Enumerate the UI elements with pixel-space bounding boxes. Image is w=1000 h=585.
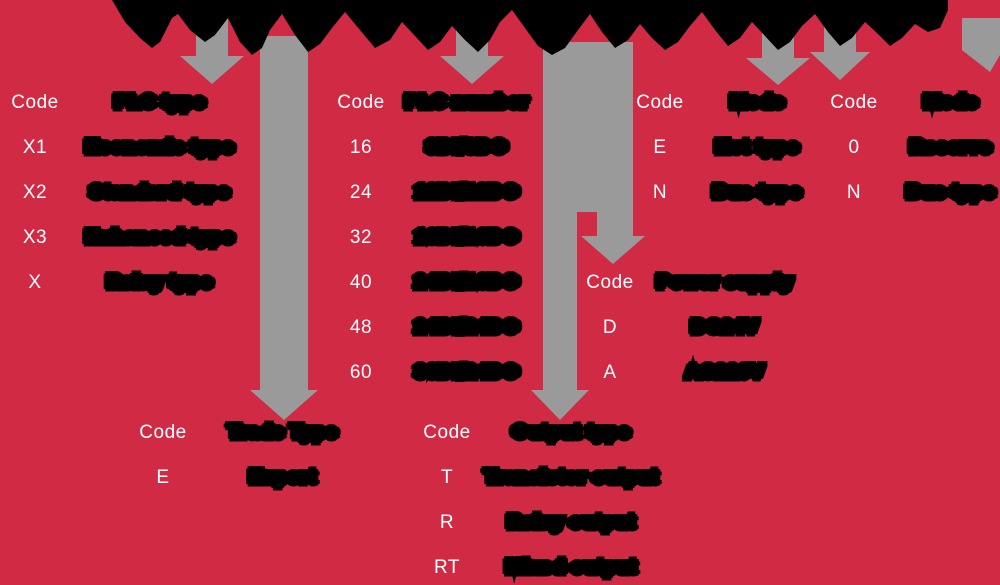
desc-blob: Standard type (87, 178, 233, 206)
arrow-to-output-type-table (531, 42, 645, 420)
desc-blob: Economic type (82, 133, 236, 161)
desc-blob: Transistor output (481, 463, 660, 491)
code-cell: R (439, 511, 455, 533)
code-cell: 60 (349, 361, 373, 383)
desc-blob: Net type (713, 133, 802, 161)
code-cell: N (846, 181, 862, 203)
desc-blob: AC220V (683, 358, 767, 386)
desc-blob: Reserve (907, 133, 994, 161)
table-trade-type: Code Trade Type E Export (128, 410, 368, 500)
table-power-supply: Code Power supply D DC24V A AC220V (575, 260, 805, 395)
column-header-desc-blob: Output type (509, 418, 633, 446)
column-header-code: Code (423, 421, 471, 443)
table-plc-type: Code PLC type X1 Economic type X2 Standa… (0, 80, 250, 305)
column-header-code: Code (830, 91, 878, 113)
code-cell: 0 (848, 136, 860, 158)
column-header-desc-blob: PLC type (111, 88, 207, 116)
code-cell: 40 (349, 271, 373, 293)
code-cell: A (603, 361, 617, 383)
code-cell: D (602, 316, 618, 338)
column-header-code: Code (11, 91, 59, 113)
arrow-right-edge (962, 18, 1000, 72)
desc-blob: 16DI/16DO (411, 223, 521, 251)
arrow-to-trade-type-table (250, 36, 318, 420)
desc-blob: Bus type (903, 178, 997, 206)
column-header-desc-blob: Mode (921, 88, 981, 116)
code-cell: 24 (349, 181, 373, 203)
column-header-desc-blob: Trade Type (225, 418, 340, 446)
desc-blob: Relay type (104, 268, 215, 296)
column-header-code: Code (139, 421, 187, 443)
code-cell: E (156, 466, 170, 488)
column-header-desc-blob: Mode (727, 88, 787, 116)
code-cell: X3 (22, 226, 48, 248)
desc-blob: Enhanced type (82, 223, 236, 251)
code-cell: X (28, 271, 42, 293)
table-output-type: Code Output type T Transistor output R R… (410, 410, 660, 585)
desc-blob: 36DI/24DO (411, 358, 521, 386)
code-cell: 32 (349, 226, 373, 248)
desc-blob: 12DI/12DO (411, 178, 521, 206)
desc-blob: Mixed output (503, 553, 639, 581)
table-mode-e: Code Mode E Net type N Bus type (630, 80, 825, 215)
column-header-code: Code (337, 91, 385, 113)
code-cell: 16 (349, 136, 373, 158)
desc-blob: Relay output (504, 508, 637, 536)
column-header-desc-blob: Power supply (654, 268, 796, 296)
arrow-to-mode-0-table (810, 20, 870, 80)
desc-blob: Bus type (710, 178, 804, 206)
desc-blob: 8DI/8DO (423, 133, 510, 161)
code-cell: X1 (22, 136, 48, 158)
column-header-code: Code (636, 91, 684, 113)
desc-blob: 24DI/16DO (411, 268, 521, 296)
column-header-code: Code (586, 271, 634, 293)
desc-blob: 24DI/24DO (411, 313, 521, 341)
title-text-cutoff-band (112, 0, 948, 55)
table-mode-0: Code Mode 0 Reserve N Bus type (822, 80, 1000, 215)
code-cell: T (440, 466, 454, 488)
code-cell: E (653, 136, 667, 158)
code-cell: RT (434, 556, 460, 578)
table-plc-number: Code PLC number 16 8DI/8DO 24 12DI/12DO … (330, 80, 542, 395)
code-cell: N (652, 181, 668, 203)
desc-blob: DC24V (688, 313, 760, 341)
arrow-to-mode-e-table (746, 22, 810, 85)
code-cell: 48 (349, 316, 373, 338)
column-header-desc-blob: PLC number (402, 88, 531, 116)
desc-blob: Export (246, 463, 318, 491)
code-cell: X2 (22, 181, 48, 203)
